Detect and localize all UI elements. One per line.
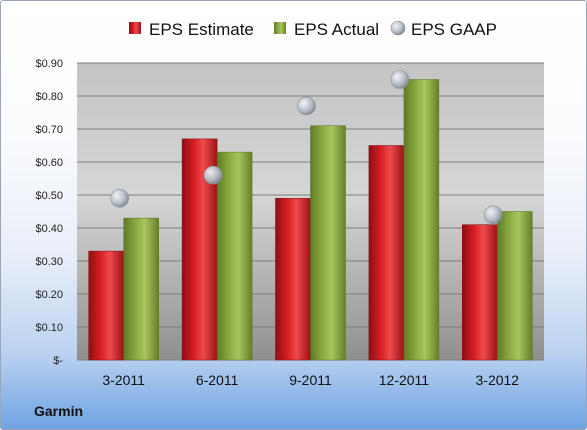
bar-eps-actual [123,217,159,361]
y-tick-label: $0.90 [35,58,63,70]
x-tick-label: 9-2011 [289,372,332,388]
y-tick-label: $0.70 [35,124,63,136]
bar-eps-actual [216,151,253,361]
gaap-points [110,70,503,225]
y-tick-label: $0.80 [35,91,63,103]
legend-label: EPS GAAP [411,20,497,39]
bar-eps-estimate [88,250,124,361]
point-eps-gaap [297,96,316,116]
y-tick-label: $0.20 [35,289,63,301]
bar-eps-actual [497,211,533,361]
bar-eps-estimate [368,145,405,361]
bar-eps-estimate [275,198,311,361]
x-tick-label: 6-2011 [196,372,239,388]
y-tick-label: $0.40 [35,223,63,235]
bar-eps-actual [310,125,346,361]
legend: EPS Estimate EPS Actual EPS GAAP [129,20,497,39]
y-tick-label: $0.30 [35,256,63,268]
legend-swatch [274,22,286,34]
x-tick-label: 3-2012 [476,372,520,388]
point-eps-gaap [110,189,129,208]
legend-label: EPS Actual [294,20,379,39]
point-eps-gaap [390,70,410,89]
axis-labels: $- $0.10 $0.20 $0.30 $0.40 $0.50 $0.60 $0.70 $0.… [35,58,519,388]
x-tick-label: 12-2011 [379,372,430,388]
bars [88,79,533,361]
y-tick-label: $- [53,355,63,367]
y-tick-label: $0.50 [35,190,63,202]
point-eps-gaap [203,165,223,185]
x-tick-label: 3-2011 [102,372,145,388]
bar-eps-actual [403,79,440,361]
legend-label: EPS Estimate [149,20,254,39]
point-eps-gaap [483,205,503,225]
legend-swatch [390,20,406,36]
company-name: Garmin [34,403,84,419]
y-tick-label: $0.60 [35,157,63,169]
bar-eps-estimate [462,224,498,361]
legend-swatch [129,22,141,34]
y-tick-label: $0.10 [35,322,63,334]
